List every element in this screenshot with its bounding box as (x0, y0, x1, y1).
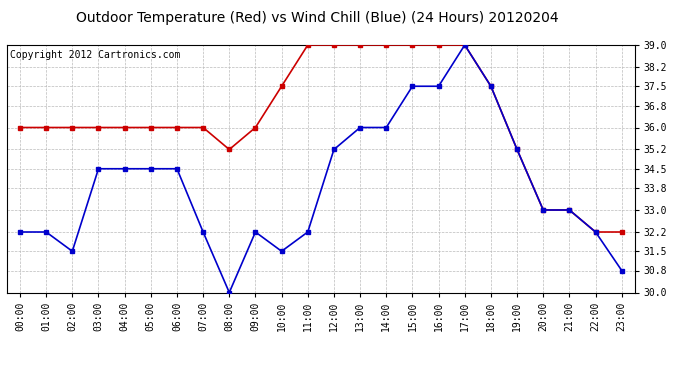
Text: Outdoor Temperature (Red) vs Wind Chill (Blue) (24 Hours) 20120204: Outdoor Temperature (Red) vs Wind Chill … (76, 11, 559, 25)
Text: Copyright 2012 Cartronics.com: Copyright 2012 Cartronics.com (10, 50, 180, 60)
